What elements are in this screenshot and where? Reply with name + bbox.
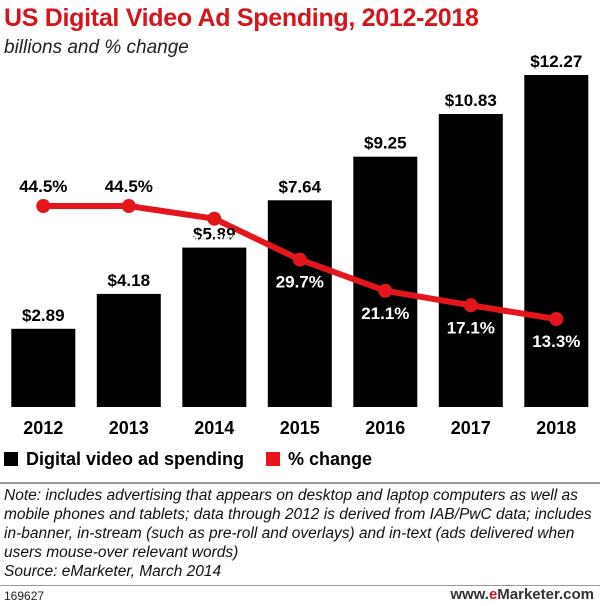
legend-label-spending: Digital video ad spending bbox=[26, 448, 245, 469]
x-tick-label: 2013 bbox=[109, 418, 149, 438]
chart-id: 169627 bbox=[4, 589, 45, 603]
pct-point-2013 bbox=[121, 199, 136, 213]
brand-suffix: Marketer.com bbox=[497, 586, 594, 603]
footnote: Note: includes advertising that appears … bbox=[4, 486, 596, 581]
pct-point-2017 bbox=[463, 298, 478, 313]
chart-subtitle: billions and % change bbox=[4, 37, 189, 58]
pct-value-label: 13.3% bbox=[532, 332, 580, 351]
bar-2017 bbox=[438, 114, 503, 407]
brand-prefix: www. bbox=[450, 586, 489, 603]
pct-point-2016 bbox=[378, 283, 393, 298]
x-tick-label: 2014 bbox=[194, 418, 234, 438]
legend-item-change: % change bbox=[266, 449, 372, 470]
bar-2012 bbox=[11, 328, 76, 407]
pct-point-2012 bbox=[36, 199, 51, 213]
x-tick-label: 2012 bbox=[23, 418, 63, 438]
legend-swatch-spending bbox=[4, 452, 18, 466]
legend-label-change: % change bbox=[288, 448, 373, 469]
brand-logo[interactable]: www.eMarketer.com bbox=[450, 586, 594, 603]
brand-accent: e bbox=[488, 586, 498, 603]
bar-value-label: $10.83 bbox=[445, 91, 497, 110]
chart-title: US Digital Video Ad Spending, 2012-2018 bbox=[4, 4, 479, 32]
pct-point-2015 bbox=[292, 252, 307, 267]
source-text: Source: eMarketer, March 2014 bbox=[4, 563, 222, 580]
legend-item-spending: Digital video ad spending bbox=[4, 449, 244, 470]
bar-2014 bbox=[182, 247, 247, 407]
bar-2015 bbox=[267, 200, 332, 407]
pct-value-label: 41.0% bbox=[190, 232, 238, 251]
bar-value-label: $12.27 bbox=[530, 52, 582, 71]
pct-value-label: 44.5% bbox=[105, 177, 153, 196]
x-tick-label: 2017 bbox=[451, 418, 491, 438]
pct-point-2014 bbox=[207, 211, 222, 226]
x-tick-label: 2018 bbox=[536, 418, 576, 438]
pct-point-2018 bbox=[549, 312, 564, 326]
x-tick-label: 2015 bbox=[280, 418, 320, 438]
bar-value-label: $4.18 bbox=[108, 271, 151, 290]
pct-value-label: 17.1% bbox=[447, 318, 495, 337]
x-tick-label: 2016 bbox=[365, 418, 405, 438]
note-text: Note: includes advertising that appears … bbox=[4, 487, 592, 561]
chart-legend: Digital video ad spending % change bbox=[4, 446, 394, 472]
bar-2018 bbox=[524, 75, 589, 407]
divider-top bbox=[0, 482, 600, 484]
divider-bottom bbox=[0, 585, 600, 586]
bar-value-label: $7.64 bbox=[279, 177, 322, 196]
bar-2013 bbox=[96, 293, 161, 407]
bar-value-label: $2.89 bbox=[22, 306, 65, 325]
bar-value-label: $9.25 bbox=[364, 134, 407, 153]
pct-value-label: 44.5% bbox=[19, 177, 67, 196]
pct-value-label: 21.1% bbox=[361, 304, 409, 323]
legend-swatch-change bbox=[266, 452, 281, 466]
chart-plot: $2.89 $4.18 $5.89 $7.64 $9.25 $10.83 $12.27 44.… bbox=[11, 52, 589, 438]
bar-value-label: $5.89 bbox=[193, 225, 236, 244]
pct-value-label: 29.7% bbox=[276, 273, 324, 292]
